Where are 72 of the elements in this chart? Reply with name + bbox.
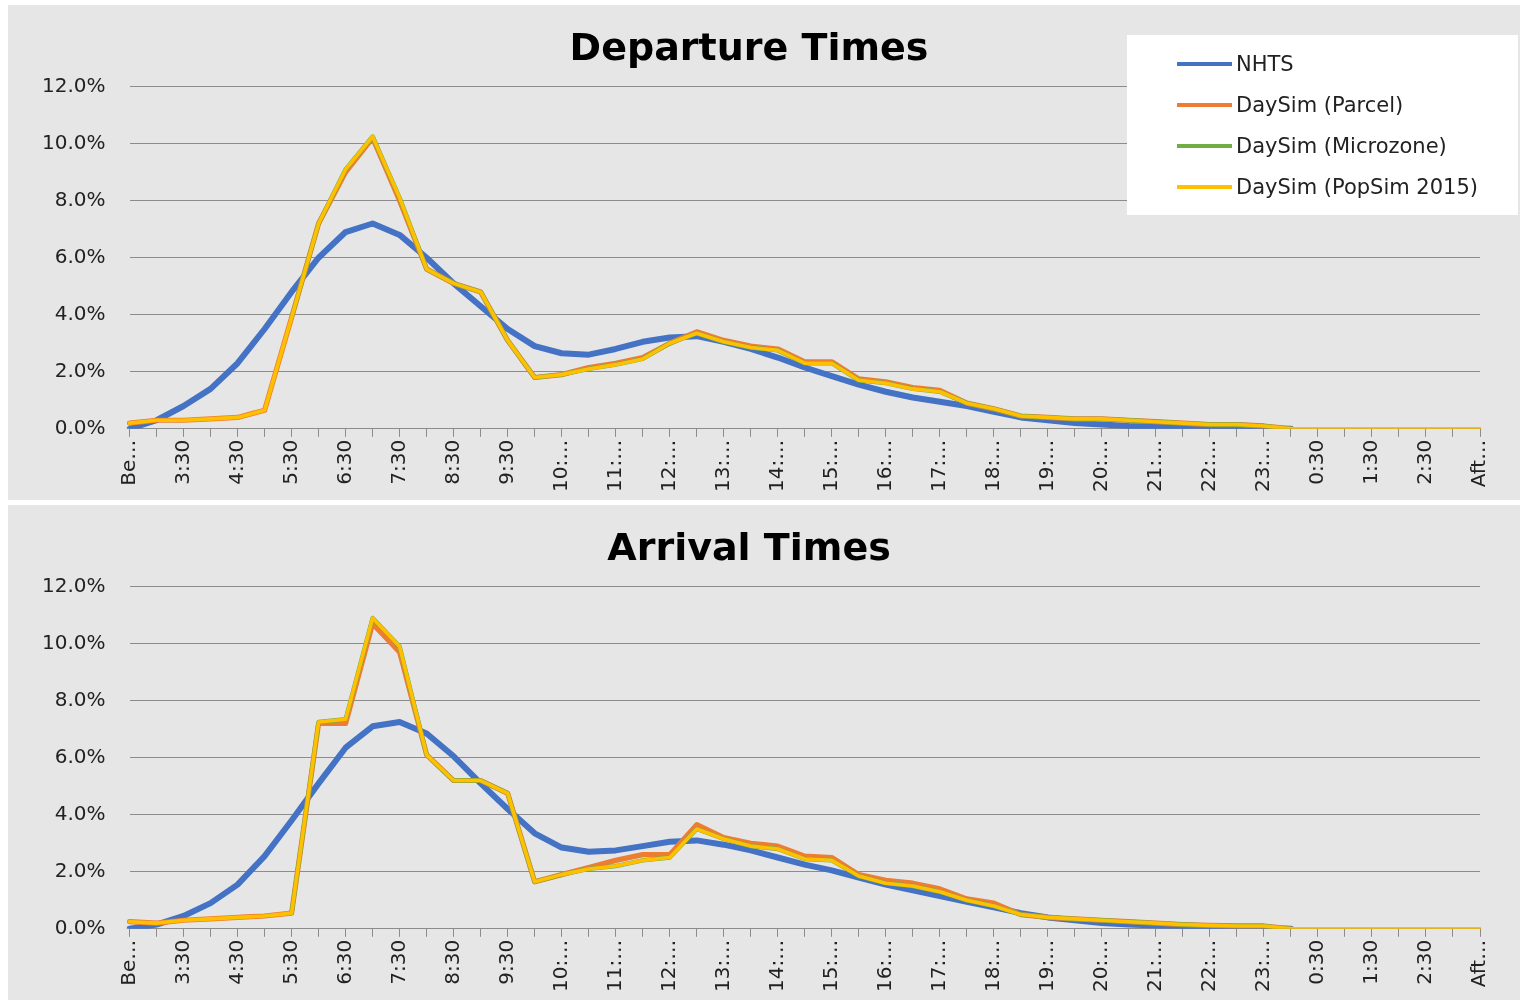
- x-tick-label: 21:…: [1142, 939, 1167, 992]
- x-tick-label: 5:30: [277, 439, 302, 485]
- x-tick-label: 20:…: [1088, 939, 1113, 992]
- x-tick-label: 7:30: [385, 939, 410, 985]
- x-tick-label: 12:…: [655, 439, 680, 492]
- legend-label: DaySim (Parcel): [1236, 92, 1404, 117]
- x-tick-label: 4:30: [223, 939, 248, 985]
- x-tick-label: Aft…: [1466, 939, 1491, 988]
- x-tick-label: 18:…: [980, 439, 1005, 492]
- x-tick-label: 11:…: [601, 939, 626, 992]
- x-tick-label: 15:…: [817, 439, 842, 492]
- x-tick-label: 6:30: [331, 439, 356, 485]
- y-tick-label: 6.0%: [54, 743, 106, 768]
- x-tick-label: 18:…: [980, 939, 1005, 992]
- x-tick-label: 0:30: [1304, 439, 1329, 485]
- x-tick-label: 0:30: [1304, 939, 1329, 985]
- x-tick-label: 9:30: [493, 439, 518, 485]
- y-tick-label: 10.0%: [41, 129, 106, 154]
- x-tick-label: 17:…: [926, 939, 951, 992]
- legend-label: DaySim (Microzone): [1236, 133, 1447, 158]
- y-tick-label: 0.0%: [54, 915, 106, 940]
- y-tick-label: 4.0%: [54, 800, 106, 825]
- legend-label: NHTS: [1236, 51, 1294, 76]
- x-tick-label: 4:30: [223, 439, 248, 485]
- y-tick-label: 2.0%: [54, 857, 106, 882]
- x-tick-label: 13:…: [709, 439, 734, 492]
- y-tick-label: 6.0%: [54, 243, 106, 268]
- legend-label: DaySim (PopSim 2015): [1236, 174, 1478, 199]
- x-tick-label: 14:…: [763, 439, 788, 492]
- x-tick-label: 2:30: [1412, 439, 1437, 485]
- x-tick-label: 21:…: [1142, 439, 1167, 492]
- y-tick-label: 8.0%: [54, 186, 106, 211]
- x-tick-label: 12:…: [655, 939, 680, 992]
- x-tick-label: 3:30: [169, 939, 194, 985]
- y-tick-label: 2.0%: [54, 357, 106, 382]
- x-tick-label: Aft…: [1466, 439, 1491, 488]
- y-tick-label: 12.0%: [41, 72, 106, 97]
- chart-title: Departure Times: [569, 24, 929, 69]
- x-tick-label: 10:…: [547, 439, 572, 492]
- x-tick-label: 14:…: [763, 939, 788, 992]
- x-tick-label: Be…: [115, 939, 140, 986]
- x-tick-label: 16:…: [872, 439, 896, 492]
- x-tick-label: 20:…: [1088, 439, 1113, 492]
- x-tick-label: 3:30: [169, 439, 194, 485]
- x-tick-label: 22:…: [1196, 939, 1221, 992]
- x-tick-label: 19:…: [1034, 939, 1059, 992]
- x-tick-label: 13:…: [709, 939, 734, 992]
- y-tick-label: 0.0%: [54, 415, 106, 440]
- x-tick-label: 23:…: [1250, 939, 1275, 992]
- x-tick-label: 6:30: [331, 939, 356, 985]
- y-tick-label: 12.0%: [41, 572, 106, 597]
- x-tick-label: 19:…: [1034, 439, 1059, 492]
- x-tick-label: 16:…: [872, 939, 896, 992]
- x-tick-label: 8:30: [439, 939, 464, 985]
- x-tick-label: 1:30: [1358, 439, 1383, 485]
- x-tick-label: 2:30: [1412, 939, 1437, 985]
- x-tick-label: 15:…: [817, 939, 842, 992]
- x-tick-label: 7:30: [385, 439, 410, 485]
- chart-title: Arrival Times: [607, 524, 891, 569]
- x-tick-label: 17:…: [926, 439, 951, 492]
- x-tick-label: 23:…: [1250, 439, 1275, 492]
- x-tick-label: 22:…: [1196, 439, 1221, 492]
- x-tick-label: 11:…: [601, 439, 626, 492]
- x-tick-label: 10:…: [547, 939, 572, 992]
- y-tick-label: 4.0%: [54, 300, 106, 325]
- x-tick-label: 5:30: [277, 939, 302, 985]
- x-tick-label: Be…: [115, 439, 140, 486]
- x-tick-label: 1:30: [1358, 939, 1383, 985]
- y-tick-label: 10.0%: [41, 629, 106, 654]
- x-tick-label: 8:30: [439, 439, 464, 485]
- x-tick-label: 9:30: [493, 939, 518, 985]
- y-tick-label: 8.0%: [54, 686, 106, 711]
